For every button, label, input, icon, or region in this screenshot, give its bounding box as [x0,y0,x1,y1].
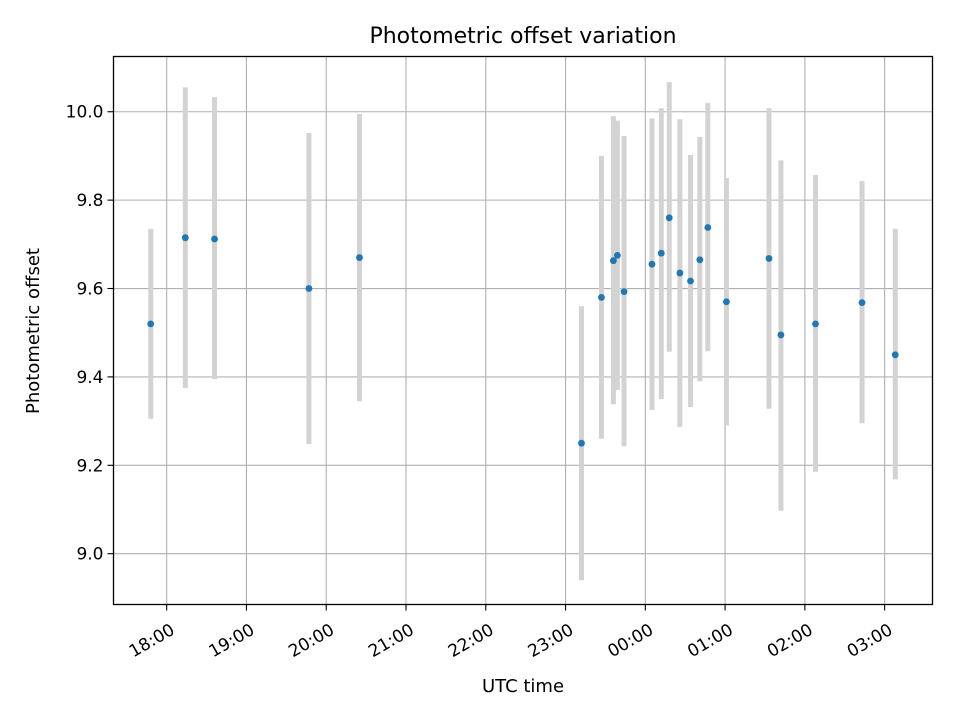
data-point [610,257,617,265]
plot-frame [112,55,934,606]
y-tick-label: 9.0 [76,545,103,565]
x-tick-label: 03:00 [844,620,896,662]
data-point [723,298,730,306]
y-tick-label: 9.8 [76,191,103,211]
data-point [598,293,605,301]
y-axis-label: Photometric offset [23,248,44,414]
grid [113,56,933,605]
x-tick-label: 02:00 [764,620,816,662]
data-point [648,260,656,268]
data-point [777,331,785,339]
data-point [578,439,585,447]
y-tick-label: 9.6 [76,280,103,300]
data-point [665,214,673,222]
data-point [687,277,694,285]
data-point [211,235,218,243]
data-point [356,254,363,261]
x-tick-label: 23:00 [525,620,577,662]
data-point [891,351,899,359]
x-tick-label: 01:00 [684,620,736,662]
data-points [147,214,899,447]
chart-title: Photometric offset variation [369,24,676,49]
data-point [147,320,155,328]
y-tick-label: 9.4 [76,368,103,388]
data-point [305,285,313,292]
x-tick-label: 21:00 [365,620,417,662]
data-point [181,234,189,242]
data-point [676,269,684,277]
x-tick-label: 19:00 [206,620,258,662]
x-tick-label: 18:00 [126,620,178,662]
axis-ticks: 18:00 19:00 20:00 21:00 22:00 23:00 00:00 01:00… [66,103,897,662]
data-point [613,251,621,259]
data-point [620,288,628,296]
x-axis-label: UTC time [482,676,564,697]
data-point [858,299,866,307]
data-point [765,255,773,262]
data-point [704,224,712,231]
y-tick-label: 9.2 [76,456,103,476]
y-tick-label: 10.0 [66,103,104,123]
x-tick-label: 20:00 [285,620,337,662]
data-point [812,320,819,328]
error-bars [148,82,898,581]
x-tick-label: 00:00 [605,620,657,662]
x-tick-label: 22:00 [445,620,497,662]
data-point [696,256,704,264]
data-point [657,249,665,257]
